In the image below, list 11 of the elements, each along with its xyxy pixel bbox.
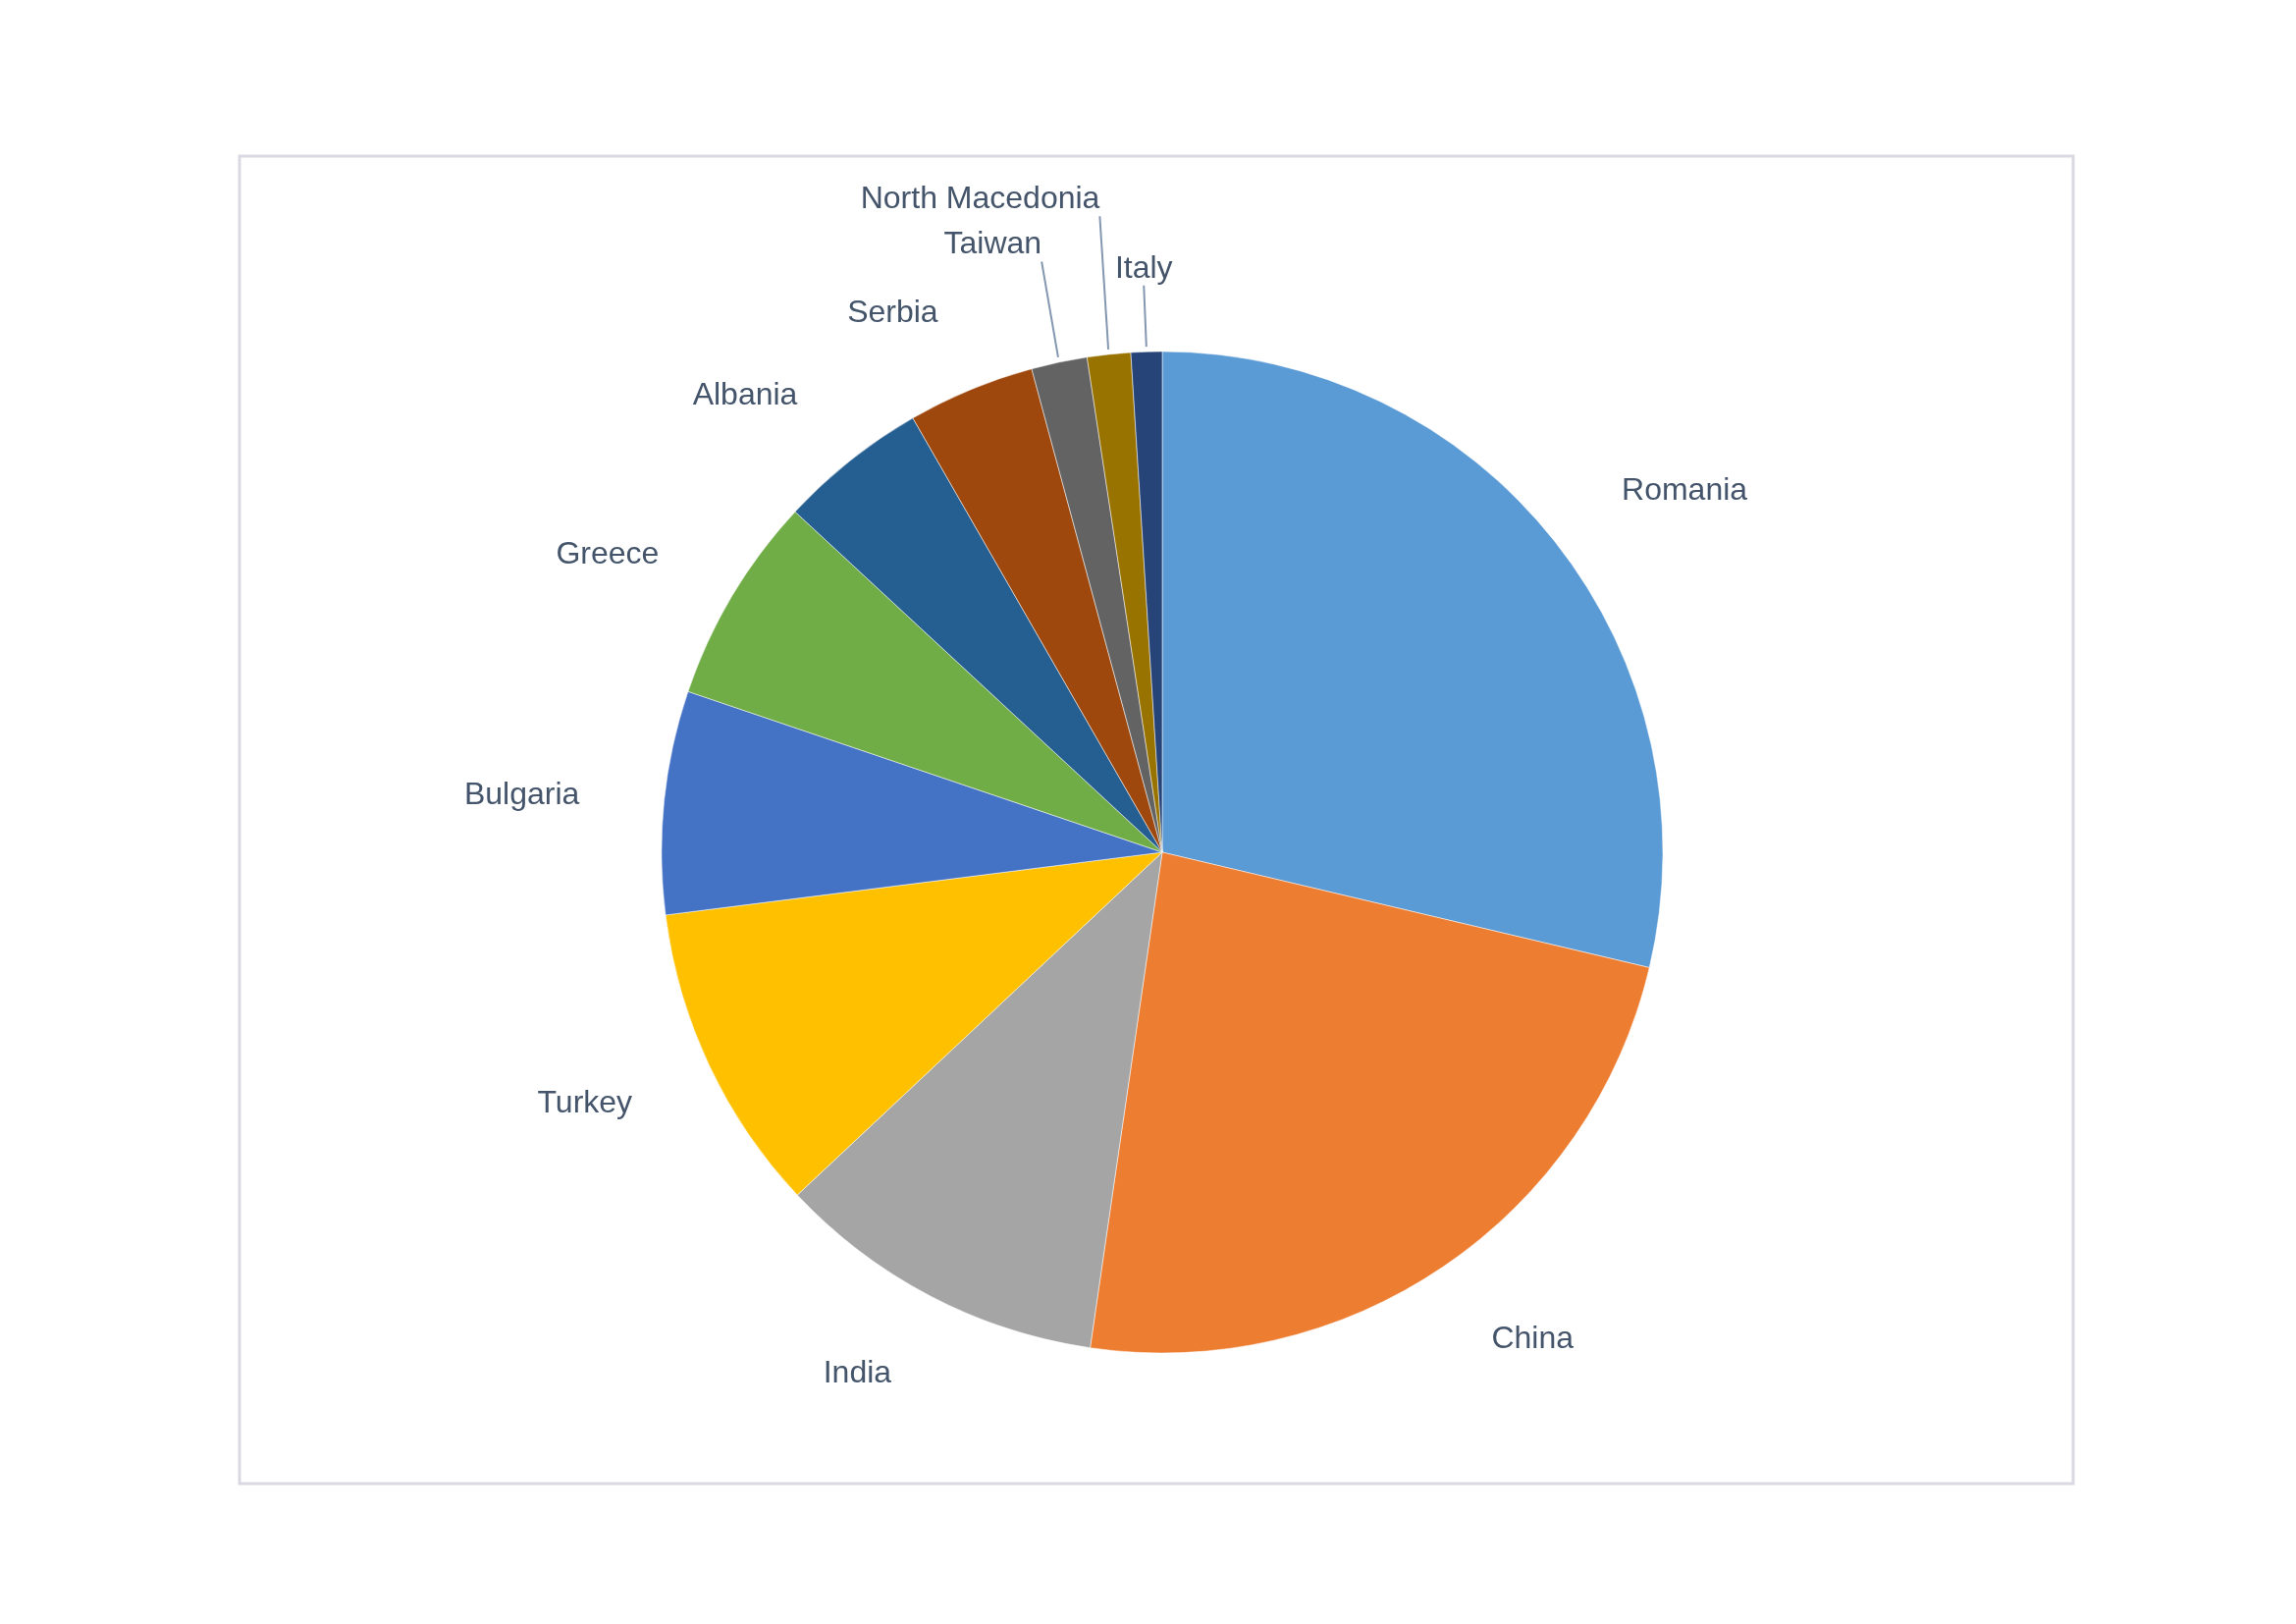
slice-label: Serbia — [847, 293, 938, 329]
slice-label: China — [1491, 1319, 1575, 1355]
slice-label: Taiwan — [943, 225, 1042, 261]
slice-label: North Macedonia — [860, 180, 1100, 216]
slice-label: Greece — [556, 534, 660, 570]
slice-label: Albania — [692, 376, 798, 412]
slice-label: Italy — [1114, 248, 1173, 285]
slice-label: Bulgaria — [463, 776, 580, 812]
slice-label: India — [823, 1354, 892, 1390]
slice-label: Romania — [1622, 471, 1748, 508]
slice-label: Turkey — [537, 1084, 633, 1120]
